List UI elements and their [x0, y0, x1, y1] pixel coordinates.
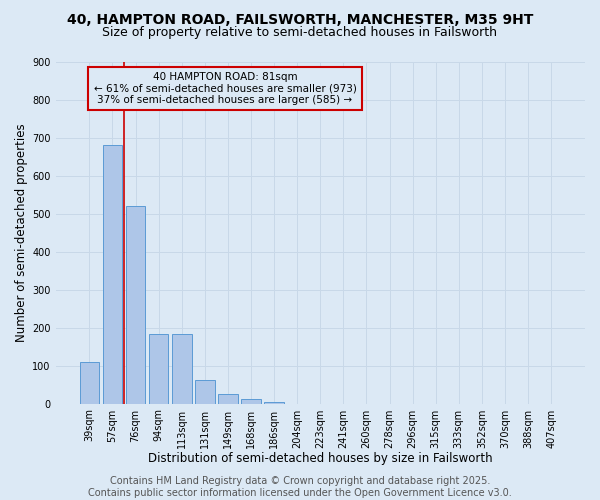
Bar — [80, 362, 99, 404]
Bar — [103, 145, 122, 404]
Bar — [149, 334, 169, 404]
Bar — [126, 206, 145, 404]
Text: 40, HAMPTON ROAD, FAILSWORTH, MANCHESTER, M35 9HT: 40, HAMPTON ROAD, FAILSWORTH, MANCHESTER… — [67, 12, 533, 26]
Bar — [218, 394, 238, 404]
X-axis label: Distribution of semi-detached houses by size in Failsworth: Distribution of semi-detached houses by … — [148, 452, 493, 465]
Text: 40 HAMPTON ROAD: 81sqm
← 61% of semi-detached houses are smaller (973)
37% of se: 40 HAMPTON ROAD: 81sqm ← 61% of semi-det… — [94, 72, 356, 105]
Bar — [195, 380, 215, 404]
Bar — [172, 334, 191, 404]
Text: Contains HM Land Registry data © Crown copyright and database right 2025.
Contai: Contains HM Land Registry data © Crown c… — [88, 476, 512, 498]
Bar — [241, 399, 261, 404]
Y-axis label: Number of semi-detached properties: Number of semi-detached properties — [15, 123, 28, 342]
Text: Size of property relative to semi-detached houses in Failsworth: Size of property relative to semi-detach… — [103, 26, 497, 39]
Bar — [264, 402, 284, 404]
